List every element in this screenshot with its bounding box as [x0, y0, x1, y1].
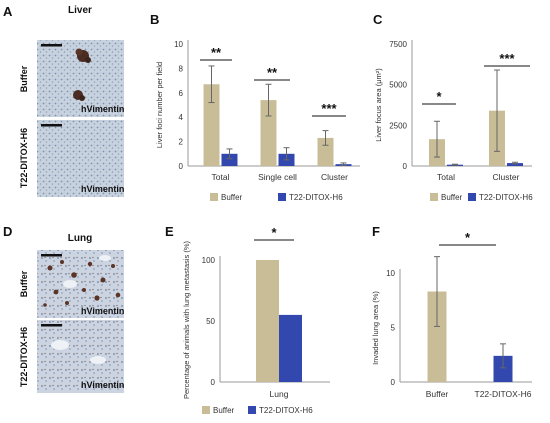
bar-c [507, 163, 523, 166]
x-category-label: Cluster [493, 172, 520, 182]
legend-label: Buffer [441, 193, 463, 202]
legend-swatch [202, 406, 210, 414]
significance-marker: ** [211, 45, 222, 60]
liver-t22-image: hVimentin [37, 120, 124, 197]
y-tick-label: 2500 [389, 121, 407, 130]
bar-b [203, 84, 220, 166]
significance-marker: *** [321, 101, 337, 116]
y-axis-label: Liver focus area (μm²) [374, 68, 383, 142]
y-tick-label: 10 [174, 40, 183, 49]
bar-b [221, 153, 238, 166]
panel-letter-d: D [3, 224, 12, 239]
bar-b [260, 100, 277, 166]
bar-e [256, 260, 279, 382]
legend-label: T22-DITOX-H6 [479, 193, 533, 202]
legend-label: Buffer [213, 406, 235, 415]
y-axis-label: Liver foci number per field [155, 62, 164, 148]
legend-label: Buffer [221, 193, 243, 202]
y-tick-label: 0 [211, 378, 216, 387]
lung-row-label-t22: T22-DITOX-H6 [19, 327, 29, 387]
panel-letter-a: A [3, 4, 13, 19]
scale-bar [41, 254, 62, 257]
panel-d: D Lung hVimentin Buffer hVimentin [3, 224, 124, 393]
lung-buffer-stain-label: hVimentin [81, 306, 124, 316]
liver-buffer-stain-label: hVimentin [81, 104, 124, 114]
legend-swatch [210, 193, 218, 201]
y-tick-label: 0 [391, 378, 396, 387]
x-category-label: Single cell [258, 172, 297, 182]
y-tick-label: 5 [391, 324, 396, 333]
lung-t22-image: hVimentin [37, 320, 124, 393]
panel-letter-b: B [150, 12, 159, 27]
liver-t22-stain-label: hVimentin [81, 184, 124, 194]
panel-a: A Liver hVimentin Buffer hVimentin T22-D… [3, 4, 124, 197]
chart-e: E Percentage of animals with lung metasta… [165, 224, 330, 415]
y-tick-label: 4 [179, 113, 184, 122]
liver-buffer-image: hVimentin [37, 40, 124, 117]
stain-spots [43, 260, 121, 307]
significance-marker: * [436, 89, 442, 104]
legend-swatch [468, 193, 476, 201]
chart-b: B Liver foci number per field 0 2 4 6 8 10 Total… [150, 12, 360, 202]
y-axis-label: Invaded lung area (%) [371, 291, 380, 365]
significance-marker: * [271, 225, 277, 240]
panel-letter-e: E [165, 224, 174, 239]
scale-bar [41, 124, 62, 127]
panel-letter-f: F [372, 224, 380, 239]
legend-label: T22-DITOX-H6 [289, 193, 343, 202]
x-category-label: Cluster [321, 172, 348, 182]
x-category-label: Lung [270, 389, 289, 399]
significance-marker: ** [267, 65, 278, 80]
y-tick-label: 2 [179, 138, 184, 147]
x-category-label: T22-DITOX-H6 [475, 389, 532, 399]
liver-row-label-buffer: Buffer [19, 65, 29, 92]
x-category-label: Total [212, 172, 230, 182]
lung-t22-stain-label: hVimentin [81, 380, 124, 390]
y-tick-label: 10 [386, 269, 395, 278]
chart-c: C Liver focus area (μm²) 0 2500 5000 7500 Tota… [373, 12, 533, 202]
liver-row-label-t22: T22-DITOX-H6 [19, 128, 29, 188]
y-tick-label: 7500 [389, 40, 407, 49]
scale-bar [41, 44, 62, 47]
y-tick-label: 8 [179, 64, 184, 73]
y-axis-label: Percentage of animals with lung metastas… [182, 241, 191, 399]
lung-buffer-image: hVimentin [37, 250, 124, 318]
lung-row-label-buffer: Buffer [19, 270, 29, 297]
stain-spot-cluster [73, 48, 91, 101]
legend-swatch [248, 406, 256, 414]
y-tick-label: 50 [206, 317, 215, 326]
y-tick-label: 0 [179, 162, 184, 171]
significance-marker: *** [499, 51, 515, 66]
panel-a-title: Liver [68, 5, 92, 16]
x-category-label: Buffer [426, 389, 449, 399]
y-tick-label: 6 [179, 89, 184, 98]
legend-swatch [278, 193, 286, 201]
bar-f [493, 355, 513, 382]
bar-b [317, 137, 334, 166]
bar-f [427, 291, 447, 382]
y-tick-label: 5000 [389, 81, 407, 90]
panel-letter-c: C [373, 12, 383, 27]
bar-e [279, 314, 302, 382]
legend-swatch [430, 193, 438, 201]
y-tick-label: 0 [403, 162, 408, 171]
panel-d-title: Lung [68, 233, 92, 244]
legend-label: T22-DITOX-H6 [259, 406, 313, 415]
scale-bar [41, 324, 62, 327]
significance-marker: * [465, 230, 471, 245]
y-tick-label: 100 [202, 256, 216, 265]
chart-f: F Invaded lung area (%) 0 5 10 Buffer T22-DITO… [371, 224, 532, 399]
x-category-label: Total [437, 172, 455, 182]
